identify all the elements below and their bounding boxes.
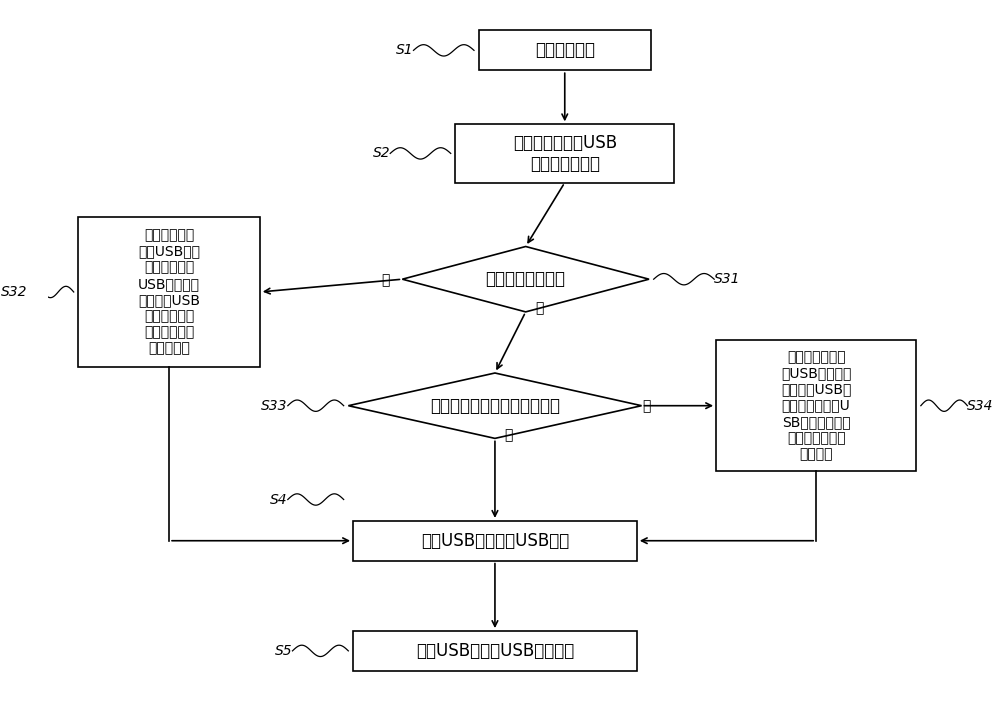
Bar bbox=[78, 217, 260, 367]
Text: 根据当前位置
调整USB插座
的位置，控制
USB插座与移
动终端的USB
端口正对，并
存储当前位置
为历史位置: 根据当前位置 调整USB插座 的位置，控制 USB插座与移 动终端的USB 端口… bbox=[138, 229, 200, 356]
Text: S31: S31 bbox=[714, 273, 741, 286]
Text: 是否存在历史位置: 是否存在历史位置 bbox=[486, 270, 566, 288]
Text: S1: S1 bbox=[396, 43, 413, 58]
Text: 根据当前位置调
整USB插座的位
置，控制USB插
座与移动终端的U
SB端口正对，并
存储当前位置为
历史位置: 根据当前位置调 整USB插座的位 置，控制USB插 座与移动终端的U SB端口正… bbox=[781, 350, 851, 462]
Text: S4: S4 bbox=[270, 493, 288, 506]
Text: 固定移动终端: 固定移动终端 bbox=[535, 42, 595, 60]
Bar bbox=[455, 124, 674, 183]
Text: S32: S32 bbox=[1, 285, 27, 299]
Bar bbox=[353, 521, 637, 561]
Text: S5: S5 bbox=[275, 644, 292, 658]
Text: S34: S34 bbox=[967, 399, 994, 413]
Bar bbox=[353, 631, 637, 671]
Text: 否: 否 bbox=[642, 400, 650, 413]
Text: 控制USB插座与USB端口脱离: 控制USB插座与USB端口脱离 bbox=[416, 642, 574, 660]
Text: 检测移动终端的USB
端口的当前位置: 检测移动终端的USB 端口的当前位置 bbox=[513, 134, 617, 173]
Polygon shape bbox=[402, 247, 649, 312]
Bar bbox=[479, 30, 651, 70]
Text: S2: S2 bbox=[373, 147, 390, 160]
Text: 否: 否 bbox=[381, 273, 389, 287]
Text: 当前位置与历史位置是否一致: 当前位置与历史位置是否一致 bbox=[430, 397, 560, 415]
Text: S33: S33 bbox=[261, 399, 288, 413]
Polygon shape bbox=[348, 373, 642, 439]
Text: 是: 是 bbox=[535, 301, 543, 316]
Text: 是: 是 bbox=[504, 428, 513, 442]
Bar bbox=[716, 340, 916, 472]
Text: 控制USB插座插入USB端口: 控制USB插座插入USB端口 bbox=[421, 532, 569, 550]
